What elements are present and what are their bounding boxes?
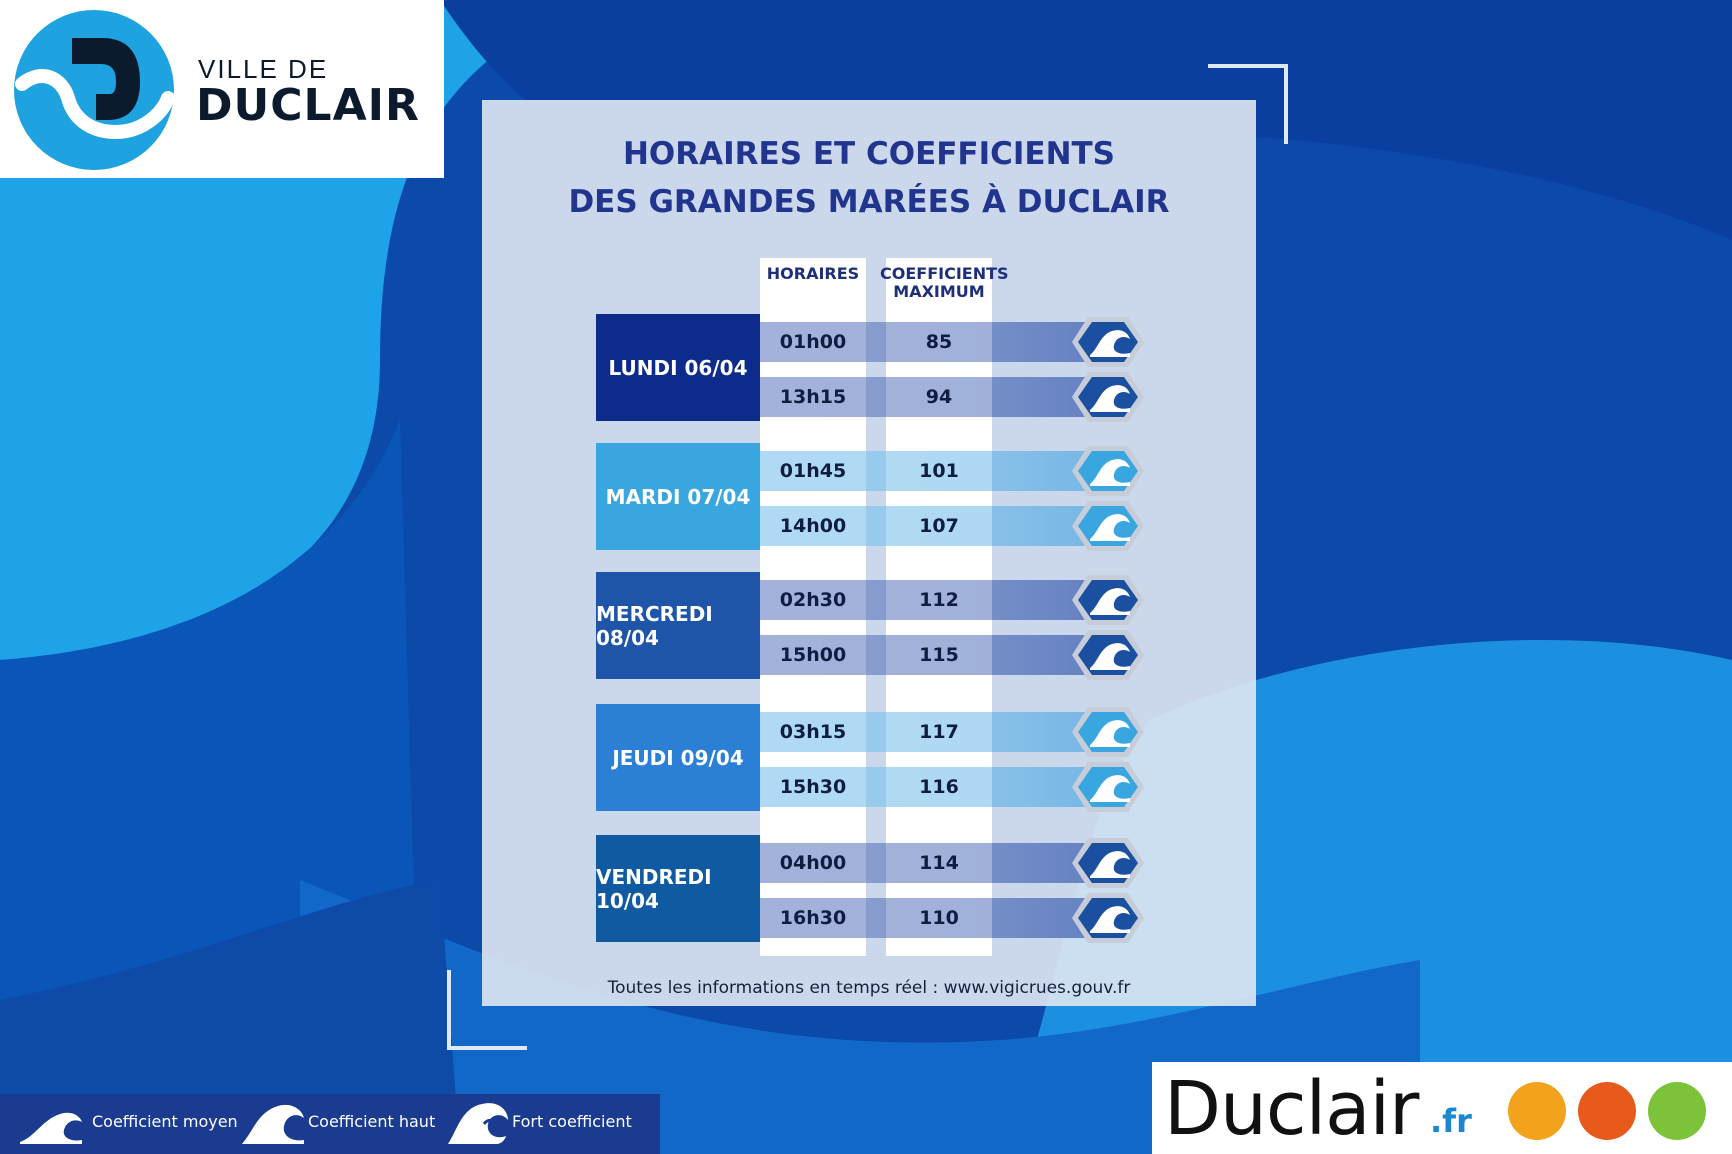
legend: Coefficient moyen Coefficient haut Fort … — [0, 1094, 660, 1154]
time-cell: 03h15 — [760, 712, 866, 752]
time-cell: 04h00 — [760, 843, 866, 883]
coefficient-cell: 115 — [886, 635, 992, 675]
wave-fort-icon — [448, 1103, 508, 1144]
wave-moyen-icon — [1072, 372, 1144, 422]
wave-moyen-icon — [1072, 838, 1144, 888]
wave-moyen-icon — [1072, 893, 1144, 943]
coefficient-cell: 116 — [886, 767, 992, 807]
site-tld: .fr — [1430, 1102, 1472, 1140]
coefficient-cell: 117 — [886, 712, 992, 752]
page-title: HORAIRES ET COEFFICIENTS DES GRANDES MAR… — [482, 130, 1256, 226]
day-label: JEUDI 09/04 — [596, 704, 760, 811]
coefficient-cell: 107 — [886, 506, 992, 546]
wave-moyen-icon — [20, 1112, 82, 1144]
legend-label-haut: Coefficient haut — [308, 1112, 436, 1131]
time-cell: 15h00 — [760, 635, 866, 675]
coefficient-cell: 114 — [886, 843, 992, 883]
time-cell: 15h30 — [760, 767, 866, 807]
coefficients-header: COEFFICIENTS MAXIMUM — [880, 264, 1009, 301]
time-cell: 14h00 — [760, 506, 866, 546]
legend-label-fort: Fort coefficient — [512, 1112, 632, 1131]
legend-label-moyen: Coefficient moyen — [92, 1112, 238, 1131]
wave-haut-icon — [1072, 501, 1144, 551]
day-label: VENDREDI 10/04 — [596, 835, 760, 942]
wave-haut-icon — [242, 1104, 304, 1144]
wave-fort-icon — [1072, 762, 1144, 812]
title-line2: DES GRANDES MARÉES À DUCLAIR — [568, 184, 1170, 220]
coefficient-cell: 94 — [886, 377, 992, 417]
coefficients-header-line1: COEFFICIENTS — [880, 264, 1009, 283]
apple-icon — [1508, 1082, 1566, 1140]
horaires-header: HORAIRES — [766, 264, 860, 283]
coefficient-cell: 85 — [886, 322, 992, 362]
day-label: MERCREDI 08/04 — [596, 572, 760, 679]
city-logo: VILLE DE DUCLAIR — [0, 0, 444, 178]
logo-line1: VILLE DE — [198, 54, 329, 84]
duclair-logo-icon — [14, 10, 175, 170]
bird-icon — [1578, 1082, 1636, 1140]
coefficients-header-line2: MAXIMUM — [893, 282, 985, 301]
site-name: Duclair — [1164, 1066, 1419, 1152]
corner-bracket-bottom-left — [447, 970, 527, 1050]
wave-fort-icon — [1072, 630, 1144, 680]
time-cell: 01h45 — [760, 451, 866, 491]
title-line1: HORAIRES ET COEFFICIENTS — [622, 136, 1116, 172]
day-label: MARDI 07/04 — [596, 443, 760, 550]
corner-bracket-top-right — [1208, 64, 1288, 144]
time-cell: 13h15 — [760, 377, 866, 417]
site-branding: Duclair .fr — [1152, 1062, 1732, 1154]
wave-moyen-icon — [1072, 317, 1144, 367]
wave-fort-icon — [1072, 707, 1144, 757]
coefficient-cell: 110 — [886, 898, 992, 938]
coefficient-cell: 101 — [886, 451, 992, 491]
time-cell: 16h30 — [760, 898, 866, 938]
footer-note: Toutes les informations en temps réel : … — [607, 978, 1131, 998]
wave-haut-icon — [1072, 446, 1144, 496]
time-cell: 02h30 — [760, 580, 866, 620]
coefficient-cell: 112 — [886, 580, 992, 620]
wave-moyen-icon — [1072, 575, 1144, 625]
time-cell: 01h00 — [760, 322, 866, 362]
fish-icon — [1648, 1082, 1706, 1140]
day-label: LUNDI 06/04 — [596, 314, 760, 421]
logo-line2: DUCLAIR — [196, 80, 420, 131]
